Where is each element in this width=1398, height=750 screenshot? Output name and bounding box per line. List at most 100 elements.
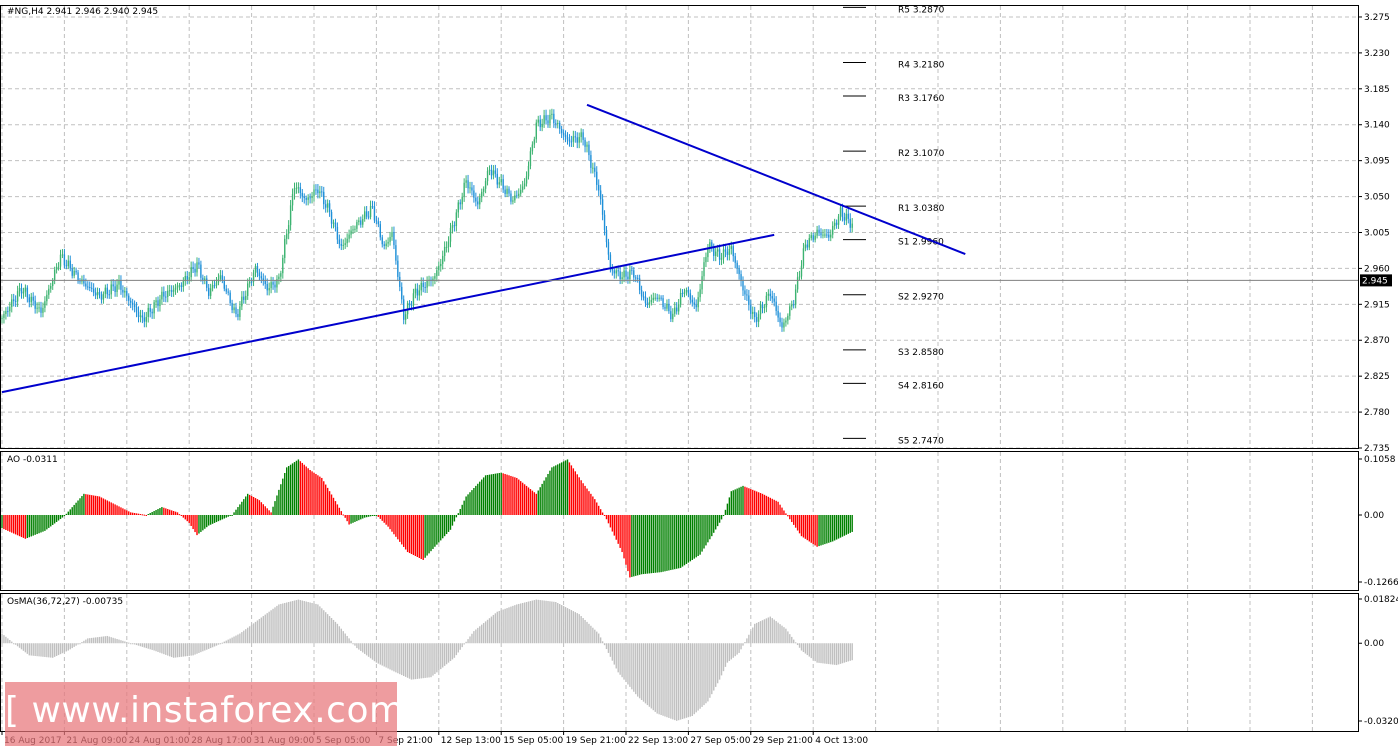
- osma-bar: [147, 643, 149, 649]
- candle-body: [551, 113, 553, 115]
- ao-bar: [646, 514, 649, 574]
- candle-body: [30, 296, 32, 303]
- osma-bar: [484, 621, 487, 644]
- ao-bar: [461, 504, 463, 515]
- x-tick-label: 4 Oct 13:00: [815, 736, 868, 746]
- ao-bar: [804, 514, 807, 539]
- candle-body: [211, 285, 214, 289]
- ao-bar: [133, 513, 136, 515]
- candle-body: [102, 293, 105, 300]
- ao-bar: [50, 514, 52, 527]
- price-tick-label: 2.960: [1364, 264, 1390, 274]
- pivot-level-label: R1 3.0380: [898, 204, 945, 214]
- ao-bar: [557, 464, 559, 515]
- osma-bar: [845, 643, 848, 663]
- candle-body: [399, 276, 401, 287]
- osma-bar: [750, 631, 752, 644]
- ao-bar: [248, 494, 251, 515]
- ao-bar: [408, 514, 411, 554]
- osma-bar: [463, 643, 465, 645]
- ao-bar: [241, 501, 243, 515]
- price-tick-label: 3.095: [1364, 157, 1390, 167]
- ao-bar: [340, 511, 342, 515]
- osma-bar: [313, 603, 315, 644]
- osma-bar: [420, 643, 422, 679]
- osma-bar: [543, 600, 545, 644]
- ao-bar: [403, 514, 405, 547]
- ao-bar: [553, 466, 555, 515]
- candle-body: [810, 235, 812, 239]
- candle-body: [108, 294, 110, 296]
- osma-bar: [122, 640, 124, 644]
- ao-bar: [742, 485, 744, 515]
- trendline[interactable]: [1, 233, 775, 394]
- osma-bar: [330, 618, 333, 644]
- candle-body: [57, 266, 60, 268]
- candle-body: [155, 300, 157, 303]
- ao-bar: [305, 466, 307, 515]
- ao-bar: [793, 514, 795, 525]
- candle-body: [178, 285, 181, 287]
- candle-body: [274, 284, 276, 288]
- ao-bar: [287, 466, 290, 515]
- osma-bar: [128, 642, 130, 644]
- osma-bar: [539, 600, 541, 644]
- osma-bar: [492, 614, 495, 644]
- ao-bar: [26, 514, 29, 539]
- osma-bar: [447, 643, 450, 663]
- ao-bar: [399, 514, 401, 542]
- osma-bar: [691, 643, 693, 717]
- osma-bar: [239, 633, 241, 644]
- ao-bar: [167, 509, 169, 515]
- ao-tick-label: -0.1266: [1364, 578, 1398, 588]
- candle-body: [631, 269, 633, 271]
- osma-bar: [385, 643, 387, 668]
- osma-bar: [430, 643, 432, 678]
- osma-bar: [828, 643, 830, 665]
- osma-bar: [243, 630, 245, 644]
- ao-bar: [145, 514, 147, 516]
- osma-bar: [666, 643, 668, 718]
- candle-body: [674, 307, 676, 314]
- candle-body: [633, 270, 635, 278]
- candle-body: [209, 288, 212, 296]
- candle-body: [436, 270, 438, 277]
- candle-body: [488, 169, 491, 171]
- trendline[interactable]: [586, 103, 966, 255]
- osma-bar: [16, 643, 19, 647]
- candle-body: [13, 299, 15, 301]
- osma-bar: [728, 643, 731, 662]
- osma-bar: [375, 643, 378, 663]
- osma-bar: [816, 643, 818, 663]
- candle-body: [215, 282, 218, 286]
- osma-bar: [143, 643, 146, 648]
- ao-bar: [430, 514, 432, 552]
- ao-bar: [644, 514, 647, 574]
- osma-bar: [779, 624, 781, 644]
- ao-bar: [243, 499, 245, 515]
- candle-body: [165, 296, 167, 298]
- trendlines[interactable]: [1, 103, 966, 394]
- candle-body: [5, 311, 7, 314]
- ao-bar: [135, 513, 138, 515]
- osma-bar: [642, 643, 645, 702]
- candle-body: [804, 244, 807, 249]
- candle-body: [106, 287, 108, 295]
- ao-bar: [260, 502, 263, 515]
- ao-bar: [738, 487, 740, 515]
- osma-bar: [131, 643, 134, 645]
- ao-bar: [379, 514, 381, 519]
- ao-bar: [506, 474, 508, 515]
- candle-body: [715, 251, 717, 256]
- osma-bar: [837, 643, 840, 665]
- ao-bar: [699, 514, 701, 555]
- osma-bar: [178, 643, 181, 658]
- ao-tick-label: 0.1058: [1364, 455, 1396, 465]
- osma-bar: [716, 643, 719, 684]
- ao-bar: [336, 504, 339, 515]
- osma-bar: [404, 643, 407, 677]
- osma-bar: [252, 623, 255, 644]
- osma-bar: [202, 643, 204, 652]
- ao-bar: [297, 459, 300, 515]
